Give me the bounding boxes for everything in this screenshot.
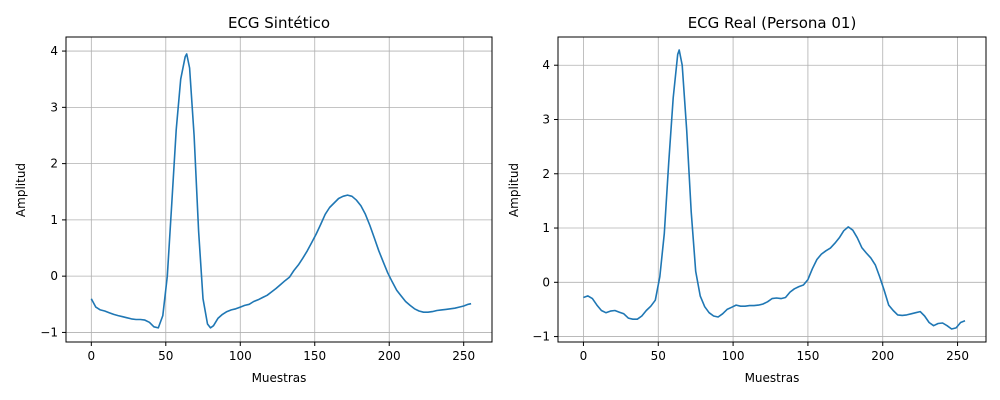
y-tick-label: 1: [50, 213, 58, 227]
y-tick-label: 2: [50, 157, 58, 171]
x-tick-label: 150: [796, 349, 819, 363]
y-tick-label: −1: [532, 330, 550, 344]
chart-title: ECG Real (Persona 01): [688, 14, 857, 32]
x-tick-label: 250: [946, 349, 969, 363]
x-axis-label: Muestras: [252, 371, 307, 385]
x-tick-label: 50: [158, 349, 173, 363]
x-tick-label: 200: [871, 349, 894, 363]
x-tick-label: 50: [651, 349, 666, 363]
y-tick-label: −1: [40, 325, 58, 339]
x-tick-label: 250: [452, 349, 475, 363]
ecg-series-line: [583, 49, 966, 330]
chart-synthetic: 0 50 100 150 200 250 −1 0 1 2 3 4 ECG Sintético Mue…: [14, 14, 493, 385]
chart-real: 0 50 100 150 200 250 −1 0 1 2 3 4 ECG Real (Persona…: [507, 14, 987, 385]
y-axis-label: Amplitud: [14, 163, 28, 217]
ecg-series-line: [90, 53, 472, 329]
grid: [558, 37, 986, 342]
y-tick-label: 3: [50, 100, 58, 114]
x-tick-label: 100: [229, 349, 252, 363]
y-tick-label: 2: [542, 167, 550, 181]
y-tick-label: 3: [542, 112, 550, 126]
series-line-group: [90, 53, 472, 329]
y-tick-label: 4: [542, 58, 550, 72]
x-tick-label: 0: [88, 349, 96, 363]
y-tick-label: 0: [542, 275, 550, 289]
series-line-group: [583, 49, 966, 330]
x-tick-label: 0: [580, 349, 588, 363]
y-tick-label: 4: [50, 44, 58, 58]
x-tick-label: 150: [303, 349, 326, 363]
tick-labels: 0 50 100 150 200 250 −1 0 1 2 3 4: [40, 44, 475, 363]
y-tick-label: 0: [50, 269, 58, 283]
y-tick-label: 1: [542, 221, 550, 235]
x-tick-label: 200: [378, 349, 401, 363]
plot-frame: [65, 36, 493, 343]
tick-labels: 0 50 100 150 200 250 −1 0 1 2 3 4: [532, 58, 969, 363]
chart-title: ECG Sintético: [228, 14, 330, 32]
y-axis-label: Amplitud: [507, 163, 521, 217]
x-axis-label: Muestras: [745, 371, 800, 385]
plot-frame: [557, 36, 987, 343]
x-tick-label: 100: [722, 349, 745, 363]
grid: [66, 37, 492, 342]
